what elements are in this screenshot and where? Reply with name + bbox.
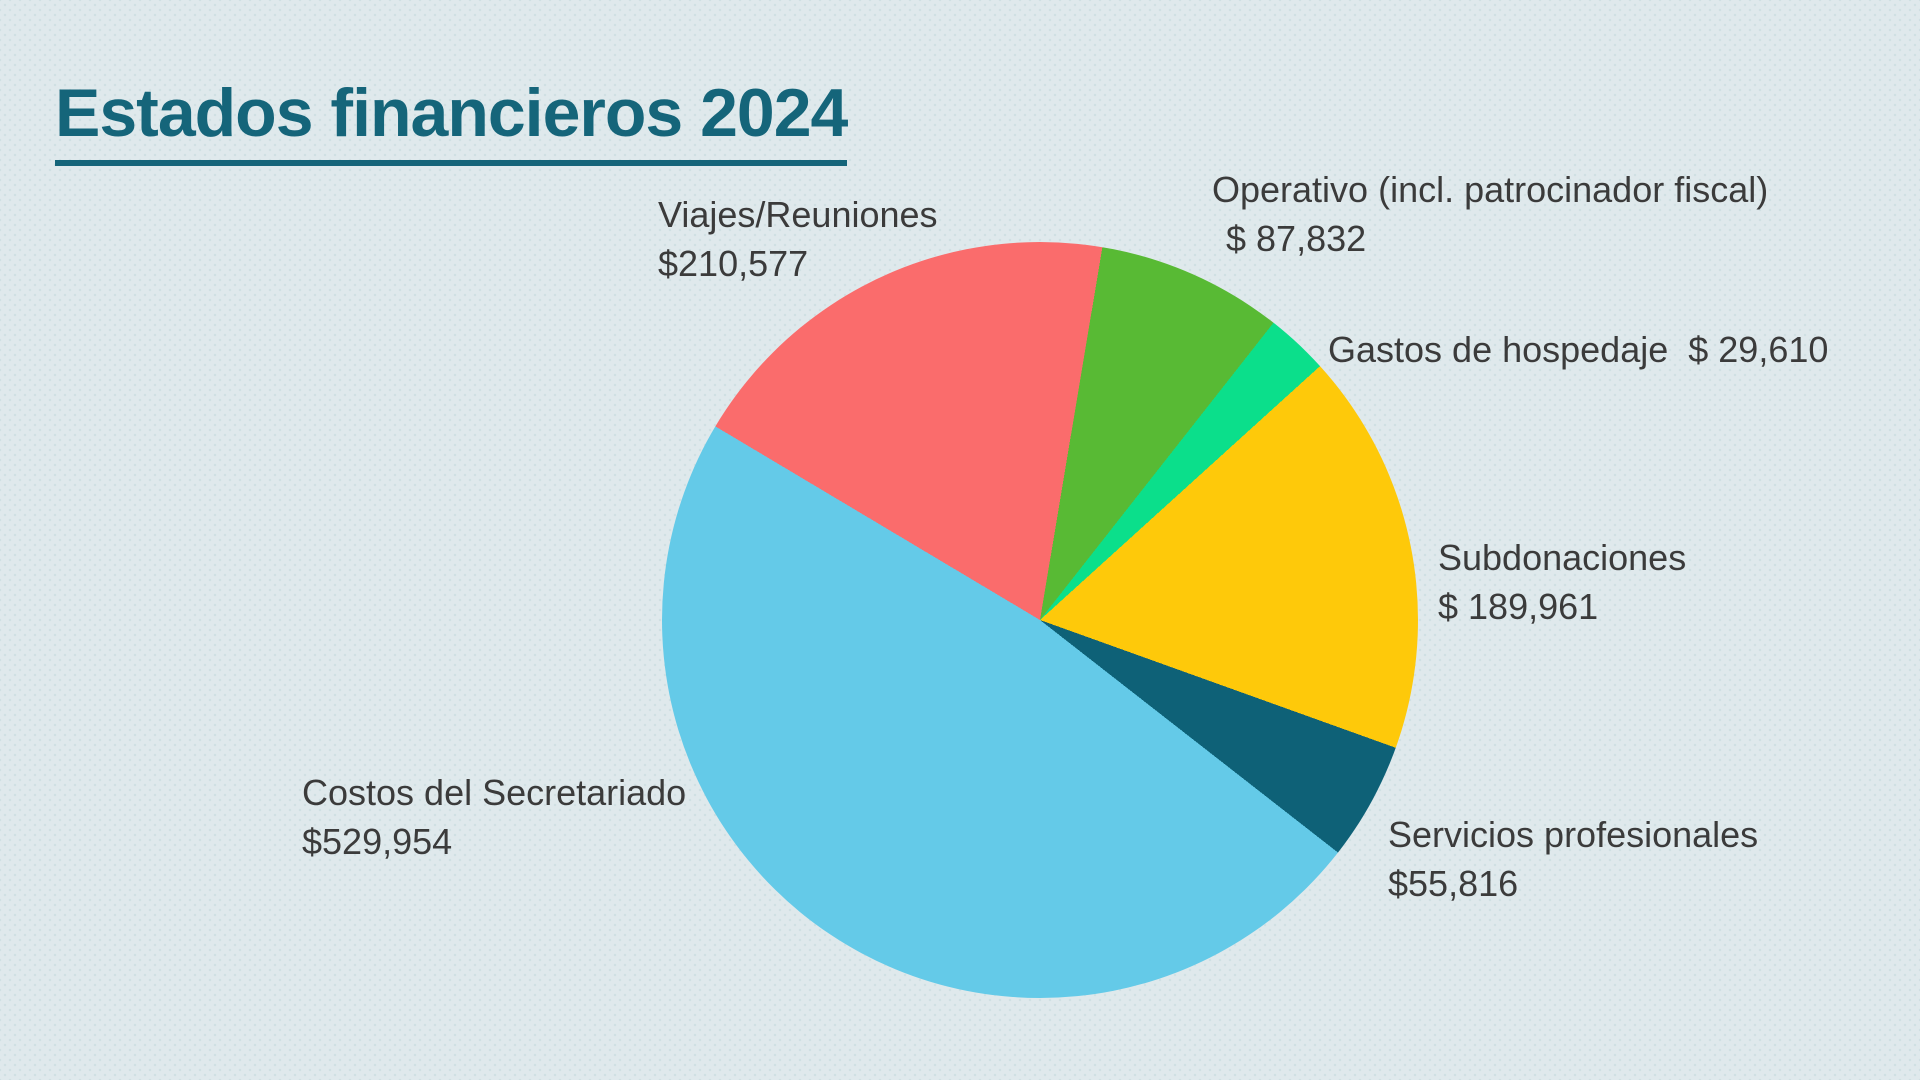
- label-viajes-reuniones: Viajes/Reuniones $210,577: [658, 190, 938, 288]
- label-operativo: Operativo (incl. patrocinador fiscal) $ …: [1212, 165, 1768, 263]
- slice-name: Servicios profesionales: [1388, 814, 1759, 855]
- label-servicios-profesionales: Servicios profesionales $55,816: [1388, 810, 1758, 908]
- slice-value: $529,954: [302, 821, 453, 862]
- label-subdonaciones: Subdonaciones $ 189,961: [1438, 533, 1686, 631]
- slice-name: Viajes/Reuniones: [658, 194, 938, 235]
- label-costos-secretariado: Costos del Secretariado $529,954: [302, 768, 686, 866]
- slice-name: Costos del Secretariado: [302, 772, 687, 813]
- slice-name: Gastos de hospedaje: [1328, 329, 1669, 370]
- slice-name: Subdonaciones: [1438, 537, 1687, 578]
- slice-value: $ 29,610: [1688, 329, 1829, 370]
- slice-value: $ 189,961: [1438, 586, 1599, 627]
- slice-value: $ 87,832: [1226, 218, 1367, 259]
- page-title: Estados financieros 2024: [55, 74, 848, 166]
- pie-chart: [662, 242, 1418, 998]
- slice-value: $55,816: [1388, 863, 1519, 904]
- slice-name: Operativo (incl. patrocinador fiscal): [1212, 169, 1769, 210]
- label-gastos-hospedaje: Gastos de hospedaje $ 29,610: [1328, 325, 1828, 374]
- slice-value: $210,577: [658, 243, 809, 284]
